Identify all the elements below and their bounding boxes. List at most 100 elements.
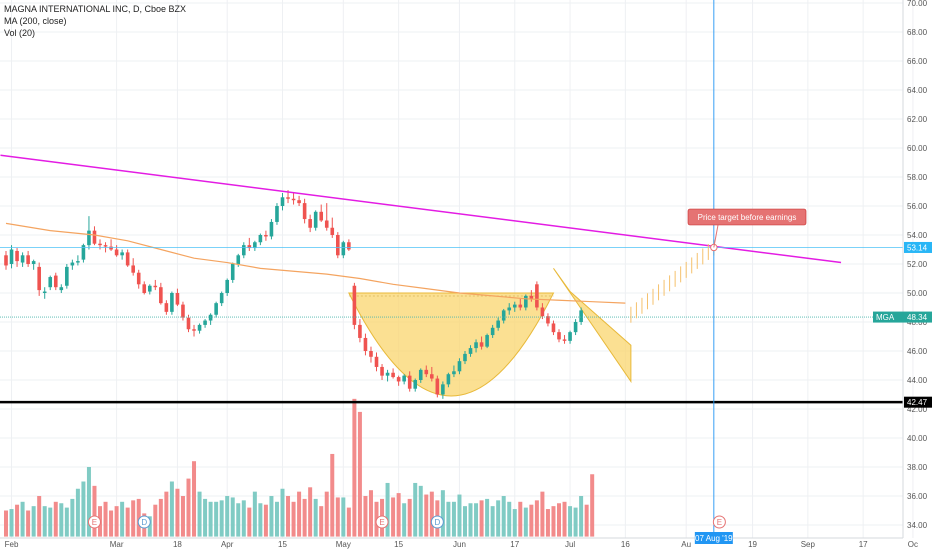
earnings-marker bbox=[712, 515, 726, 529]
callout-box bbox=[687, 208, 807, 226]
volume-bar bbox=[302, 498, 307, 537]
volume-bar bbox=[164, 491, 169, 537]
price-target-callout[interactable]: Price target before earnings bbox=[687, 208, 807, 248]
volume-bar bbox=[158, 498, 163, 537]
candle-body bbox=[347, 242, 351, 250]
candle-body bbox=[264, 235, 268, 237]
candle-body bbox=[48, 277, 53, 288]
candle-body bbox=[413, 380, 418, 389]
candle-body bbox=[53, 275, 58, 288]
volume-bar bbox=[197, 491, 202, 537]
legend-volume[interactable]: Vol (20) bbox=[4, 28, 36, 38]
price-axis[interactable]: 34.0036.0038.0040.0042.0044.0046.0048.00… bbox=[902, 0, 928, 538]
time-tick-label: Apr bbox=[221, 540, 234, 549]
volume-bar bbox=[590, 474, 595, 537]
volume-bar bbox=[48, 507, 53, 537]
volume-bar bbox=[512, 509, 517, 537]
candle-body bbox=[170, 293, 174, 312]
volume-bar bbox=[31, 506, 36, 537]
volume-bar bbox=[496, 500, 501, 537]
candle-body bbox=[87, 230, 91, 246]
candle-body bbox=[507, 307, 512, 311]
price-tick-label: 66.00 bbox=[907, 57, 928, 66]
price-tick-label: 42.00 bbox=[907, 405, 928, 414]
volume-bar bbox=[429, 491, 434, 537]
time-tick-label: Au bbox=[681, 540, 691, 549]
candle-body bbox=[147, 285, 152, 292]
candle-body bbox=[302, 203, 307, 220]
volume-bar bbox=[120, 501, 125, 537]
chart-legend: MAGNA INTERNATIONAL INC, D, Cboe BZX MA … bbox=[4, 3, 186, 39]
candle-body bbox=[391, 372, 395, 378]
candle-body bbox=[540, 307, 545, 317]
volume-bar bbox=[501, 496, 506, 537]
volume-bar bbox=[59, 503, 64, 537]
volume-bar bbox=[335, 497, 340, 537]
candle-body bbox=[369, 351, 373, 357]
dividend-marker bbox=[137, 515, 151, 529]
candle-body bbox=[59, 287, 64, 291]
volume-bar bbox=[214, 501, 219, 537]
candle-body bbox=[286, 197, 290, 199]
volume-bar bbox=[485, 498, 490, 537]
candle-body bbox=[424, 369, 429, 375]
volume-bar bbox=[579, 496, 584, 537]
candle-body bbox=[518, 304, 523, 308]
candle-body bbox=[297, 200, 301, 204]
time-tick-label: Sep bbox=[801, 540, 816, 549]
volume-bar bbox=[64, 507, 69, 537]
volume-bar bbox=[180, 496, 185, 537]
pattern-drawings bbox=[348, 268, 632, 397]
candle-body bbox=[512, 304, 517, 308]
volume-bar bbox=[269, 496, 274, 537]
candle-body bbox=[446, 374, 451, 385]
volume-bar bbox=[131, 500, 136, 537]
candle-body bbox=[136, 272, 141, 285]
volume-bar bbox=[15, 504, 20, 537]
candle-body bbox=[203, 320, 207, 325]
price-tick-label: 44.00 bbox=[907, 376, 928, 385]
volume-bar bbox=[424, 494, 429, 537]
volume-bar bbox=[545, 509, 550, 537]
last-price-tag-bg bbox=[873, 311, 932, 323]
candle-body bbox=[92, 230, 97, 244]
time-tick-label: 15 bbox=[394, 540, 403, 549]
volume-bar bbox=[562, 501, 567, 537]
legend-symbol[interactable]: MAGNA INTERNATIONAL INC, D, Cboe BZX bbox=[4, 4, 187, 14]
candle-body bbox=[529, 295, 534, 299]
price-tick-label: 40.00 bbox=[907, 434, 928, 443]
price-tick-label: 64.00 bbox=[907, 86, 928, 95]
time-tick-label: Oc bbox=[908, 540, 918, 549]
volume-bar bbox=[186, 478, 191, 537]
volume-bar bbox=[352, 398, 357, 537]
candle-body bbox=[407, 375, 412, 389]
axis-tags: 53.14 MGA 48.34 42.47 07 Aug '19 bbox=[694, 241, 932, 544]
support-price-tag-text: 42.47 bbox=[907, 398, 928, 407]
price-tick-label: 58.00 bbox=[907, 173, 928, 182]
time-axis[interactable]: Feb Mar 18 Apr 15 May 15 Jun 17 Jul 16 Au 19 Sep 17 Oc bbox=[0, 537, 918, 549]
volume-bar bbox=[86, 467, 91, 537]
candle-body bbox=[225, 279, 229, 293]
last-price-tag-text: 48.34 bbox=[907, 313, 928, 322]
candle-body bbox=[402, 375, 406, 382]
candle-body bbox=[468, 348, 473, 354]
candle-body bbox=[341, 242, 346, 256]
candle-body bbox=[4, 255, 8, 266]
candle-body bbox=[551, 323, 556, 333]
legend-ma[interactable]: MA (200, close) bbox=[4, 16, 67, 26]
price-tick-label: 68.00 bbox=[907, 28, 928, 37]
candle-body bbox=[125, 252, 130, 266]
candle-body bbox=[396, 377, 401, 382]
price-tick-label: 70.00 bbox=[907, 0, 928, 8]
volume-bar bbox=[540, 491, 545, 537]
volume-bar bbox=[507, 501, 512, 537]
volume-bar bbox=[153, 504, 158, 537]
candle-body bbox=[546, 316, 550, 324]
candle-body bbox=[42, 291, 47, 293]
price-tick-label: 46.00 bbox=[907, 347, 928, 356]
candle-body bbox=[435, 378, 440, 395]
candle-body bbox=[474, 342, 478, 349]
candle-body bbox=[535, 284, 539, 308]
